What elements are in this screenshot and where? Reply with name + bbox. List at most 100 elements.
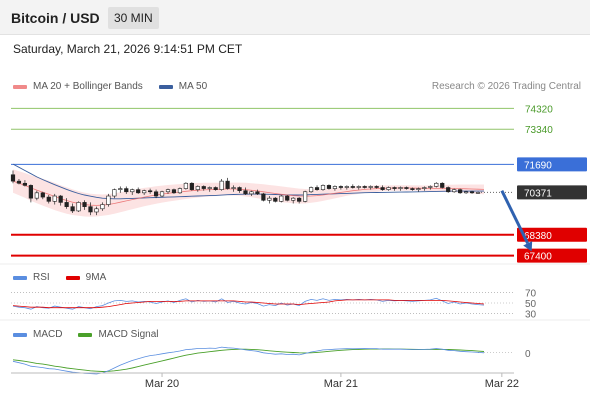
- candle: [201, 185, 206, 191]
- candle-body: [28, 185, 33, 199]
- level-marker-71690: 71690: [517, 157, 587, 172]
- candle-body: [273, 197, 278, 202]
- candle-body: [70, 206, 75, 212]
- candle: [297, 197, 302, 204]
- level-badge-71690: [517, 157, 587, 172]
- level-label-68380: 68380: [524, 231, 552, 242]
- level-label-73340: 73340: [525, 125, 553, 136]
- candle: [285, 194, 290, 202]
- macd-legend-label: MACD: [33, 329, 63, 340]
- macd-line: [12, 346, 485, 375]
- candle: [243, 187, 248, 195]
- candle: [434, 182, 439, 188]
- candle: [22, 180, 28, 187]
- candle: [177, 187, 183, 194]
- interval-selector[interactable]: 30 MIN: [108, 7, 159, 29]
- candle-body: [189, 182, 194, 190]
- candle: [386, 186, 391, 191]
- macd-signal-legend-label: MACD Signal: [98, 329, 159, 340]
- candle-body: [308, 187, 314, 193]
- candle-body: [171, 189, 177, 194]
- candle-body: [46, 196, 51, 202]
- x-tick-label: Mar 21: [324, 378, 358, 390]
- candle-body: [177, 188, 183, 194]
- candle-body: [130, 189, 135, 193]
- candle: [404, 186, 409, 190]
- candle-body: [374, 186, 379, 188]
- rsi-ma-legend-label: 9MA: [85, 272, 107, 283]
- candle: [273, 197, 278, 203]
- candle: [249, 190, 254, 197]
- candle-body: [428, 186, 433, 188]
- rsi-level-label-70: 70: [525, 289, 537, 300]
- candle: [410, 187, 415, 191]
- level-marker-67400: 67400: [517, 248, 587, 263]
- candle-body: [279, 195, 284, 202]
- candle-body: [314, 187, 320, 190]
- candle: [237, 186, 242, 193]
- rsi-ma-line: [12, 299, 485, 309]
- ma20-swatch: [13, 84, 27, 89]
- candle: [344, 185, 349, 190]
- candle-body: [159, 191, 165, 197]
- candle: [255, 189, 260, 195]
- x-tick-label: Mar 20: [145, 378, 179, 390]
- level-badge-68380: [517, 227, 587, 242]
- rsi-level-label-50: 50: [525, 299, 537, 310]
- candle-body: [88, 206, 93, 213]
- candle: [64, 198, 69, 209]
- rsi-line: [12, 297, 485, 310]
- macd-signal-line: [12, 348, 485, 372]
- level-label-67400: 67400: [524, 252, 552, 263]
- candle-body: [118, 188, 123, 190]
- price-legend: MA 20 + Bollinger Bands MA 50: [13, 81, 207, 92]
- macd-swatch: [13, 332, 27, 337]
- candle: [136, 187, 141, 194]
- candle: [279, 194, 284, 203]
- candle-body: [142, 190, 147, 194]
- candle: [398, 186, 403, 191]
- candle: [76, 201, 81, 212]
- candle: [374, 185, 379, 189]
- level-marker-73340: 73340: [525, 125, 553, 136]
- candle-body: [350, 186, 355, 188]
- level-label-74320: 74320: [525, 104, 553, 115]
- candle: [148, 188, 153, 194]
- candle: [368, 185, 373, 190]
- candle-body: [201, 186, 206, 189]
- candle-body: [398, 187, 403, 189]
- candle: [380, 185, 385, 191]
- candle: [392, 186, 397, 191]
- candle: [16, 179, 22, 185]
- candle-body: [380, 187, 385, 190]
- candle-body: [82, 202, 87, 207]
- rsi-level-label-30: 30: [525, 309, 537, 320]
- candle: [40, 191, 45, 200]
- candle: [106, 193, 111, 207]
- candle-body: [112, 189, 117, 197]
- candle-body: [475, 192, 481, 194]
- candle: [195, 185, 200, 192]
- candle-body: [434, 182, 439, 187]
- candle-body: [285, 195, 290, 201]
- candle-body: [326, 185, 332, 189]
- candle-body: [106, 195, 111, 205]
- candle: [100, 202, 105, 211]
- candle: [458, 188, 463, 194]
- candle-body: [243, 190, 248, 195]
- candle-body: [356, 186, 361, 188]
- candle: [142, 189, 147, 195]
- candle-body: [58, 195, 63, 203]
- candle-body: [249, 191, 254, 195]
- candle: [320, 184, 326, 191]
- candle-body: [207, 187, 212, 189]
- rsi-legend-label: RSI: [33, 272, 50, 283]
- candle: [124, 186, 129, 194]
- candle-body: [34, 192, 39, 199]
- candle: [207, 186, 212, 192]
- candle-body: [213, 187, 218, 190]
- candle: [446, 186, 451, 193]
- candle: [362, 185, 367, 189]
- candle-body: [386, 187, 391, 190]
- candle-body: [148, 190, 153, 193]
